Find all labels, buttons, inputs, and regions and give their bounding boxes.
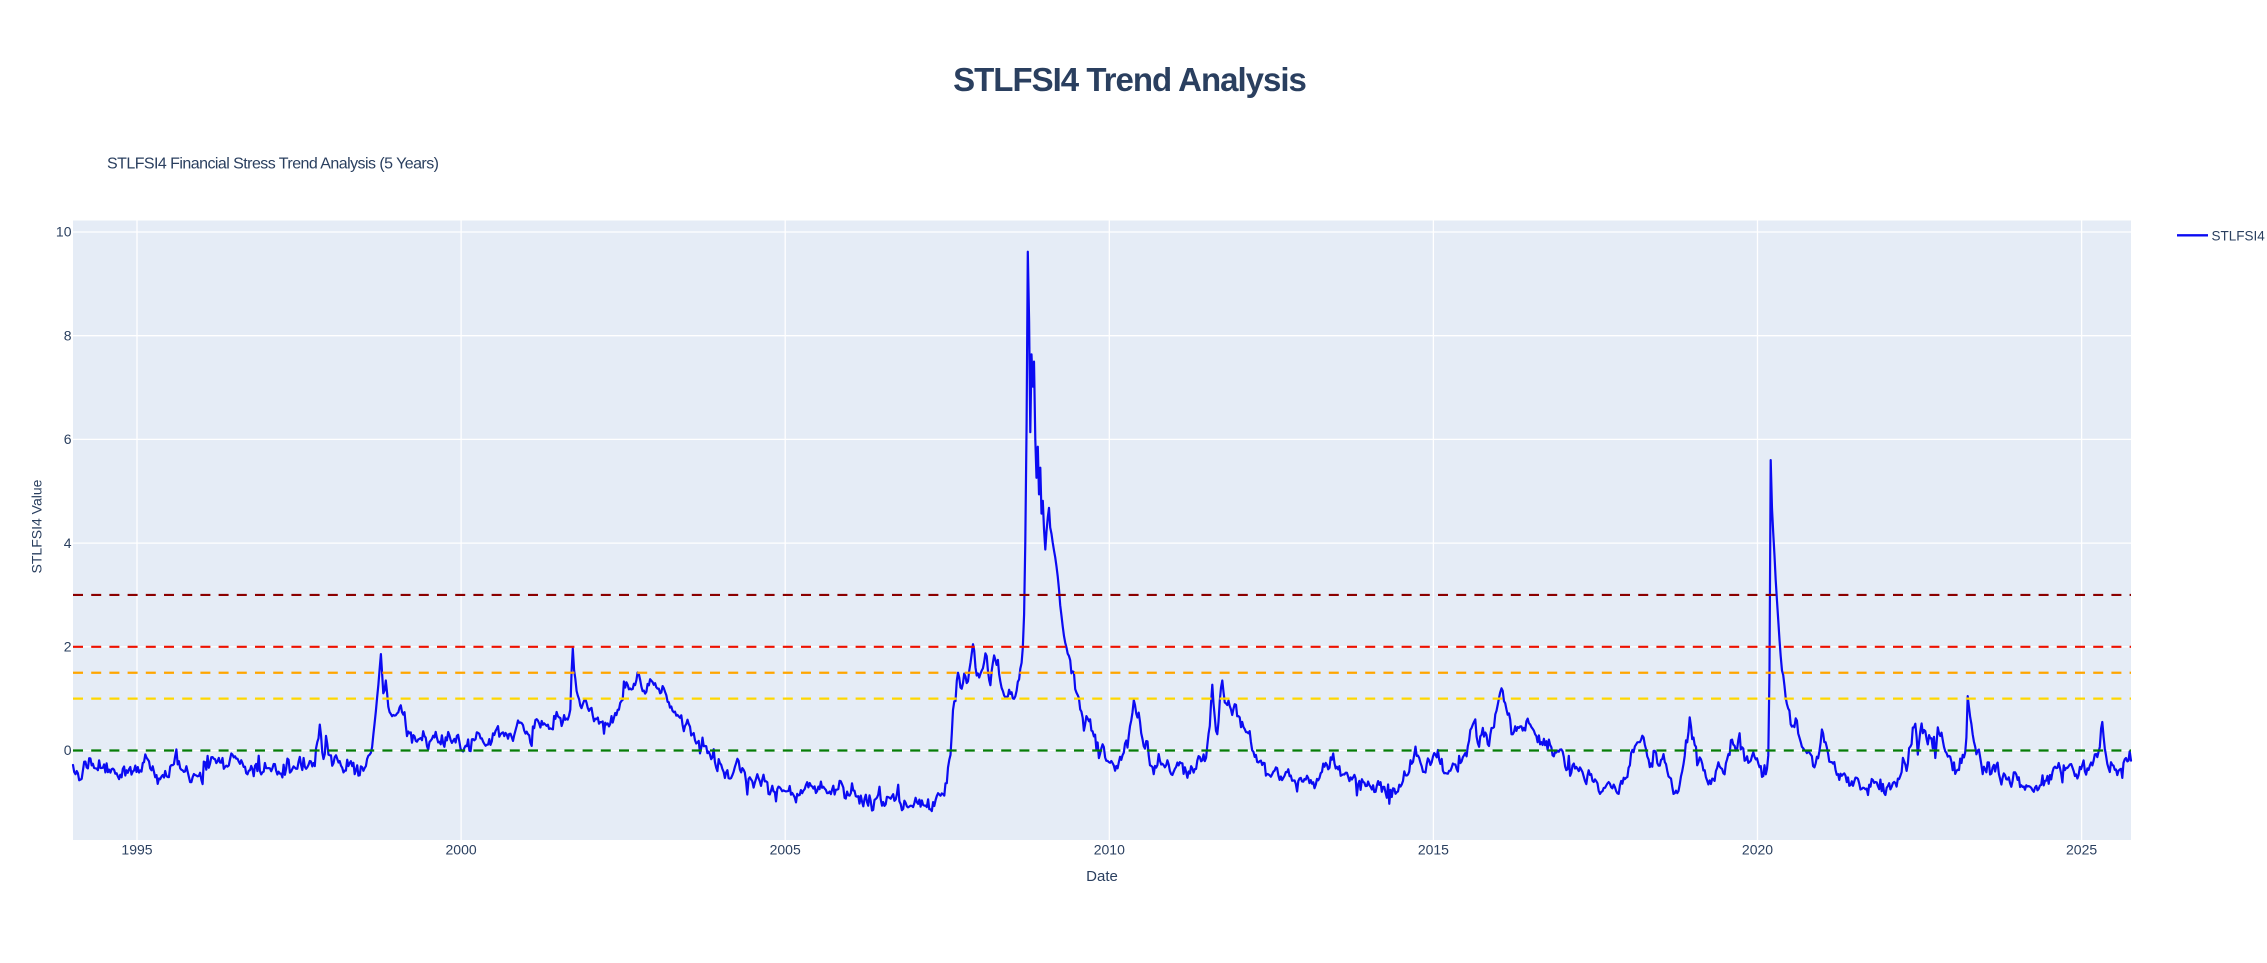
svg-text:2020: 2020 — [1742, 842, 1773, 858]
svg-text:0: 0 — [64, 742, 72, 758]
svg-text:8: 8 — [64, 327, 72, 343]
svg-text:6: 6 — [64, 431, 72, 447]
svg-text:4: 4 — [64, 535, 72, 551]
svg-text:2000: 2000 — [446, 842, 477, 858]
svg-text:STLFSI4 Trend Analysis: STLFSI4 Trend Analysis — [953, 61, 1306, 98]
svg-text:1995: 1995 — [121, 842, 152, 858]
svg-text:2010: 2010 — [1094, 842, 1125, 858]
svg-text:STLFSI4 Financial Stress Trend: STLFSI4 Financial Stress Trend Analysis … — [107, 156, 439, 173]
svg-text:STLFSI4 Value: STLFSI4 Value — [29, 479, 45, 573]
svg-text:Date: Date — [1086, 868, 1118, 885]
svg-text:2025: 2025 — [2066, 842, 2097, 858]
svg-text:STLFSI4: STLFSI4 — [2212, 229, 2266, 244]
svg-text:2: 2 — [64, 639, 72, 655]
svg-text:2005: 2005 — [770, 842, 801, 858]
svg-text:10: 10 — [56, 224, 72, 240]
svg-text:2015: 2015 — [1418, 842, 1449, 858]
